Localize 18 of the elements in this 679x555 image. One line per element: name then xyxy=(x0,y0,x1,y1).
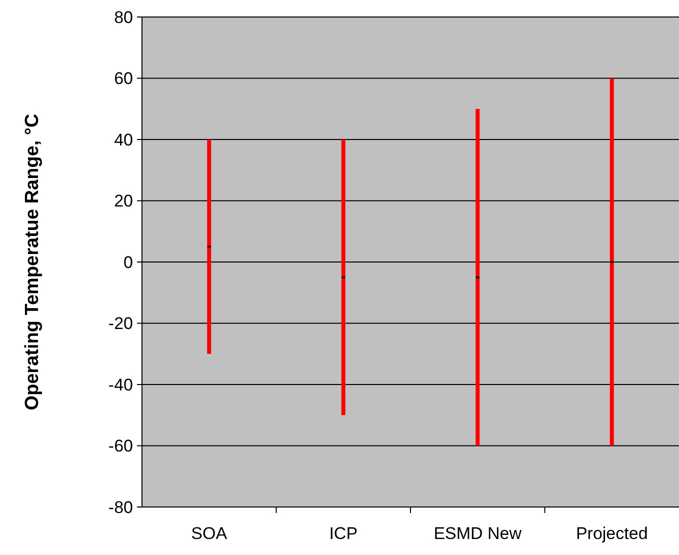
x-tick-label: ICP xyxy=(329,524,358,543)
x-tick-label: SOA xyxy=(191,524,228,543)
y-tick-label: 60 xyxy=(114,69,133,88)
x-tick-label: ESMD New xyxy=(434,524,522,543)
y-tick-label: -60 xyxy=(108,436,133,456)
bar xyxy=(207,140,212,354)
y-tick-label: 20 xyxy=(114,192,133,211)
bar xyxy=(610,78,614,446)
y-tick-label: -20 xyxy=(108,314,133,334)
x-tick-label: Projected xyxy=(576,524,648,543)
bar xyxy=(341,140,346,416)
y-tick-label: 0 xyxy=(124,252,133,272)
y-axis-title: Operating Temperatue Range, °C xyxy=(22,113,43,410)
bar xyxy=(476,108,480,446)
y-tick-label: -40 xyxy=(108,375,133,394)
y-tick-label: 80 xyxy=(114,8,133,27)
y-tick-label: -80 xyxy=(108,498,133,517)
y-tick-label: 40 xyxy=(114,130,133,150)
